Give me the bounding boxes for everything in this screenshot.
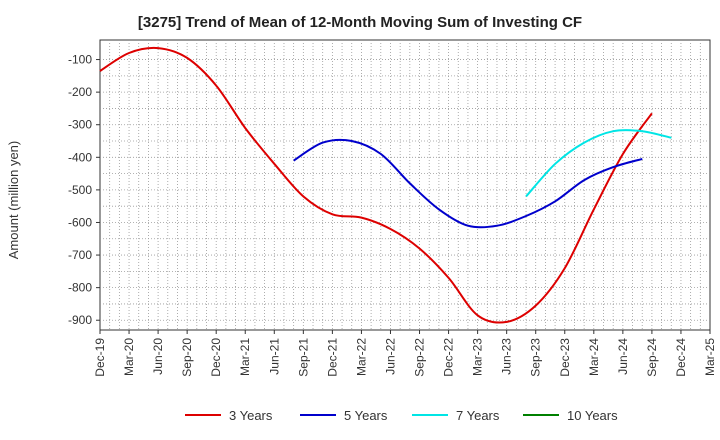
x-tick-label: Mar-21 xyxy=(238,338,252,376)
x-tick-label: Mar-24 xyxy=(587,338,601,376)
series-line-3-years xyxy=(99,46,653,324)
x-tick-label: Dec-22 xyxy=(442,338,456,377)
legend-label: 3 Years xyxy=(229,407,273,423)
legend-item-7-years: 7 Years xyxy=(412,405,499,425)
x-tick-label: Jun-24 xyxy=(616,338,630,375)
legend-swatch xyxy=(523,414,559,416)
x-tick-label: Dec-20 xyxy=(209,338,223,377)
legend-label: 5 Years xyxy=(344,407,388,423)
y-tick-label: -400 xyxy=(68,150,92,164)
legend-swatch xyxy=(300,414,336,416)
y-tick-label: -100 xyxy=(68,53,92,67)
y-tick-label: -900 xyxy=(68,313,92,327)
x-tick-label: Dec-24 xyxy=(674,338,688,377)
plot-area xyxy=(99,39,711,331)
legend-swatch xyxy=(412,414,448,416)
axis-layer: -900 -800 -700 -600 -500 -400 -300 -200 -100 Dec-… xyxy=(68,53,717,377)
legend-swatch xyxy=(185,414,221,416)
x-tick-label: Dec-23 xyxy=(558,338,572,377)
y-tick-label: -800 xyxy=(68,281,92,295)
y-tick-label: -300 xyxy=(68,118,92,132)
x-tick-label: Sep-20 xyxy=(180,338,194,377)
x-tick-label: Sep-24 xyxy=(645,338,659,377)
series-layer xyxy=(99,46,672,324)
y-tick-label: -700 xyxy=(68,248,92,262)
grid-layer xyxy=(100,40,710,330)
x-tick-label: Jun-23 xyxy=(500,338,514,375)
x-tick-label: Jun-20 xyxy=(151,338,165,375)
x-tick-label: Sep-22 xyxy=(413,338,427,377)
x-tick-label: Mar-23 xyxy=(471,338,485,376)
x-tick-label: Sep-23 xyxy=(529,338,543,377)
series-line-5-years xyxy=(293,138,643,229)
x-tick-label: Mar-20 xyxy=(122,338,136,376)
legend: 3 Years 5 Years 7 Years 10 Years xyxy=(0,405,720,425)
y-tick-label: -600 xyxy=(68,215,92,229)
x-tick-label: Jun-21 xyxy=(267,338,281,375)
x-tick-label: Dec-19 xyxy=(93,338,107,377)
legend-item-3-years: 3 Years xyxy=(185,405,272,425)
series-line-7-years xyxy=(525,129,672,198)
x-tick-label: Mar-22 xyxy=(354,338,368,376)
x-tick-label: Sep-21 xyxy=(296,338,310,377)
y-tick-label: -200 xyxy=(68,85,92,99)
x-tick-label: Jun-22 xyxy=(383,338,397,375)
legend-label: 7 Years xyxy=(456,407,500,423)
x-tick-label: Dec-21 xyxy=(325,338,339,377)
chart-title: [3275] Trend of Mean of 12-Month Moving … xyxy=(137,14,583,31)
legend-item-5-years: 5 Years xyxy=(300,405,387,425)
legend-label: 10 Years xyxy=(567,407,618,423)
y-tick-label: -500 xyxy=(68,183,92,197)
legend-item-10-years: 10 Years xyxy=(523,405,618,425)
x-tick-label: Mar-25 xyxy=(703,338,717,376)
